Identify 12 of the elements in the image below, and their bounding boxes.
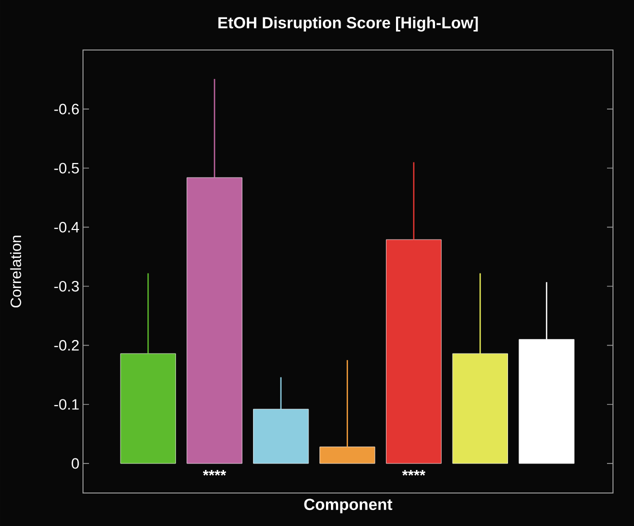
data-label: **** (402, 470, 426, 476)
x-axis-title: Component (304, 498, 392, 514)
y-tick-label: -0.1 (54, 399, 79, 410)
data-label: **** (202, 470, 226, 476)
y-tick-label: -0.5 (54, 162, 79, 174)
chart-title: EtOH Disruption Score [High-Low] (218, 16, 478, 32)
y-tick-label: -0.4 (54, 222, 80, 233)
y-axis-title: Correlation (10, 236, 22, 308)
y-tick-label: -0.2 (54, 340, 79, 351)
y-tick-label: -0.3 (54, 280, 79, 292)
y-tick-label: 0 (72, 458, 79, 469)
y-tick-label: -0.6 (54, 104, 79, 114)
